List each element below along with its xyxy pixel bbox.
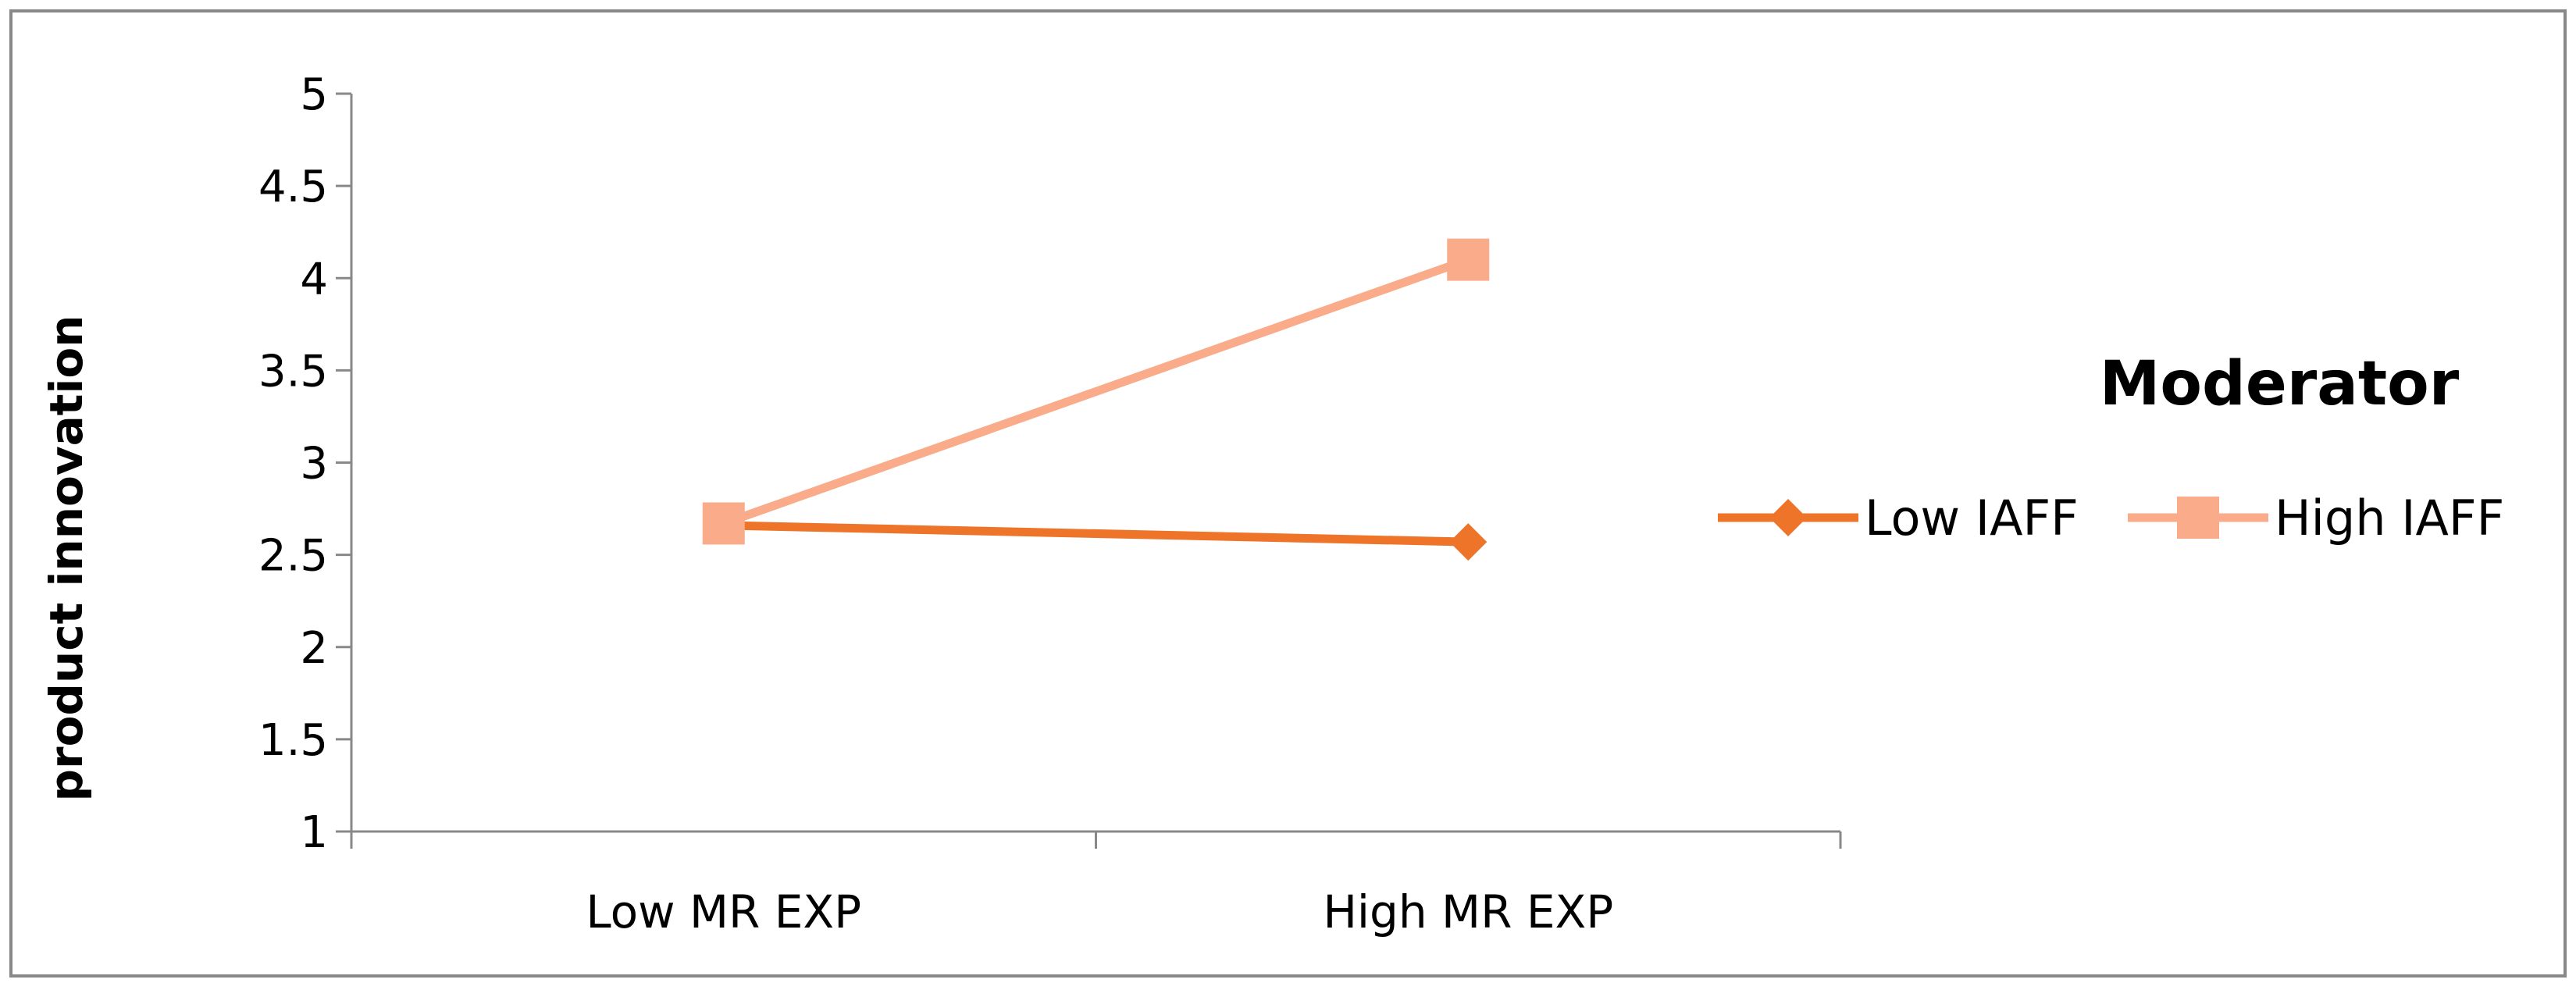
y-tick-label: 5 <box>300 69 328 120</box>
x-category-label: High MR EXP <box>1323 885 1613 938</box>
y-tick-labels: 1 1.5 2 2.5 3 3.5 4 4.5 5 <box>258 69 351 858</box>
series-line <box>721 255 1470 528</box>
y-axis-label: product innovation <box>40 315 93 801</box>
y-tick-label: 3 <box>300 439 328 490</box>
series-high-iaff <box>702 238 1490 545</box>
chart-border <box>9 9 2567 978</box>
y-tick-label: 2.5 <box>258 531 328 582</box>
legend: Moderator Low IAFF High IAFF <box>1718 349 2504 547</box>
y-tick-label: 4 <box>300 254 328 304</box>
legend-swatch-marker <box>2177 497 2219 539</box>
data-point-diamond <box>1449 523 1488 561</box>
series-layer <box>702 238 1490 561</box>
legend-item: High IAFF <box>2128 490 2504 547</box>
x-category-labels: Low MR EXP High MR EXP <box>350 832 1842 938</box>
data-point-square <box>1447 238 1490 281</box>
y-tick-label: 4.5 <box>258 162 328 212</box>
legend-title: Moderator <box>2100 349 2460 419</box>
legend-label: High IAFF <box>2275 490 2504 547</box>
y-tick-label: 3.5 <box>258 346 328 397</box>
data-point-square <box>702 502 745 545</box>
y-tick-label: 1.5 <box>258 715 328 766</box>
x-category-label: Low MR EXP <box>586 885 861 938</box>
legend-item: Low IAFF <box>1718 490 2079 547</box>
legend-swatch-marker <box>1769 499 1807 536</box>
series-line <box>723 521 1469 547</box>
legend-label: Low IAFF <box>1865 490 2079 547</box>
y-tick-label: 1 <box>300 807 328 858</box>
y-tick-label: 2 <box>300 623 328 674</box>
legend-items: Low IAFF High IAFF <box>1718 490 2504 547</box>
